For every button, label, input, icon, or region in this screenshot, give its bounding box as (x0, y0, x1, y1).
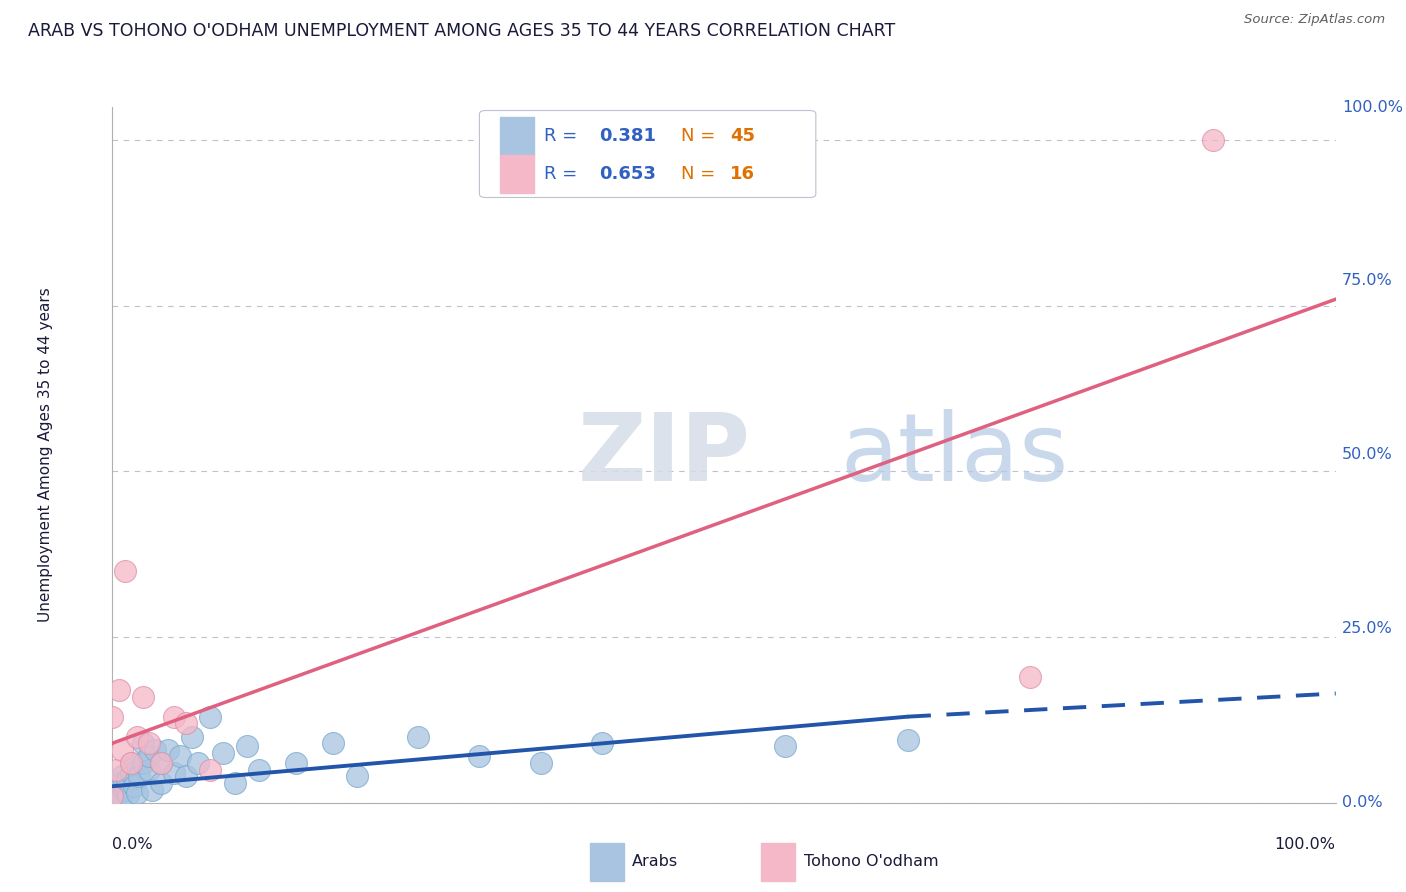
Point (138, 763, 160, 777)
Point (141, 782, 163, 797)
Point (124, 779, 146, 793)
Text: 50.0%: 50.0% (1341, 448, 1392, 462)
Point (105, 763, 128, 777)
Text: 0.381: 0.381 (599, 128, 657, 145)
Point (120, 756, 142, 770)
FancyBboxPatch shape (479, 111, 815, 197)
Point (247, 763, 270, 777)
Point (200, 763, 222, 777)
Point (200, 709, 222, 723)
Point (101, 786, 124, 800)
Point (529, 756, 551, 770)
Point (775, 739, 797, 754)
Point (110, 790, 132, 805)
Text: 100.0%: 100.0% (1275, 837, 1336, 852)
Point (156, 743, 179, 757)
Point (132, 756, 155, 770)
Point (468, 749, 491, 764)
Point (138, 749, 160, 764)
Point (163, 709, 186, 723)
Point (284, 756, 308, 770)
Point (114, 782, 136, 797)
Point (101, 789, 124, 804)
Text: Tohono O'odham: Tohono O'odham (804, 855, 938, 870)
Text: ARAB VS TOHONO O'ODHAM UNEMPLOYMENT AMONG AGES 35 TO 44 YEARS CORRELATION CHART: ARAB VS TOHONO O'ODHAM UNEMPLOYMENT AMON… (28, 22, 896, 40)
Text: Arabs: Arabs (633, 855, 679, 870)
Point (150, 756, 173, 770)
Point (128, 769, 150, 783)
Bar (589, 843, 624, 881)
Point (322, 736, 344, 750)
Point (224, 776, 246, 790)
Point (101, 792, 124, 806)
Point (111, 769, 134, 783)
Text: atlas: atlas (841, 409, 1069, 501)
Point (125, 730, 148, 744)
Point (107, 776, 129, 790)
Point (163, 766, 186, 780)
Text: 0.653: 0.653 (599, 165, 657, 183)
Point (101, 789, 124, 804)
Point (132, 690, 155, 704)
Text: Source: ZipAtlas.com: Source: ZipAtlas.com (1244, 13, 1385, 27)
Point (211, 746, 233, 760)
Text: ZIP: ZIP (578, 409, 751, 501)
Point (120, 766, 142, 780)
Point (105, 789, 128, 804)
Point (181, 730, 204, 744)
Text: 25.0%: 25.0% (1341, 622, 1392, 636)
Point (120, 756, 142, 770)
Point (143, 743, 166, 757)
Text: 0.0%: 0.0% (112, 837, 153, 852)
Text: 0.0%: 0.0% (1341, 796, 1382, 810)
Point (132, 736, 155, 750)
Point (408, 730, 430, 744)
Text: N =: N = (682, 128, 721, 145)
Point (101, 779, 124, 793)
Text: R =: R = (544, 165, 583, 183)
Point (591, 736, 613, 750)
Text: 16: 16 (730, 165, 755, 183)
Bar (501, 155, 534, 194)
Point (115, 772, 138, 787)
Bar (761, 843, 794, 881)
Point (101, 796, 124, 810)
Bar (501, 117, 534, 155)
Text: 75.0%: 75.0% (1341, 274, 1392, 288)
Text: N =: N = (682, 165, 721, 183)
Point (107, 683, 129, 698)
Text: Unemployment Among Ages 35 to 44 years: Unemployment Among Ages 35 to 44 years (38, 287, 52, 623)
Point (897, 732, 920, 747)
Text: 100.0%: 100.0% (1341, 100, 1403, 114)
Point (346, 769, 368, 783)
Point (1202, 133, 1225, 147)
Point (117, 788, 139, 802)
Point (101, 709, 124, 723)
Point (150, 756, 173, 770)
Point (169, 749, 191, 764)
Point (150, 776, 173, 790)
Point (174, 769, 197, 783)
Point (125, 786, 148, 800)
Text: 45: 45 (730, 128, 755, 145)
Point (138, 736, 160, 750)
Point (174, 716, 197, 731)
Text: R =: R = (544, 128, 583, 145)
Point (1018, 670, 1040, 684)
Point (236, 739, 259, 754)
Point (114, 564, 136, 578)
Point (187, 756, 209, 770)
Point (111, 743, 134, 757)
